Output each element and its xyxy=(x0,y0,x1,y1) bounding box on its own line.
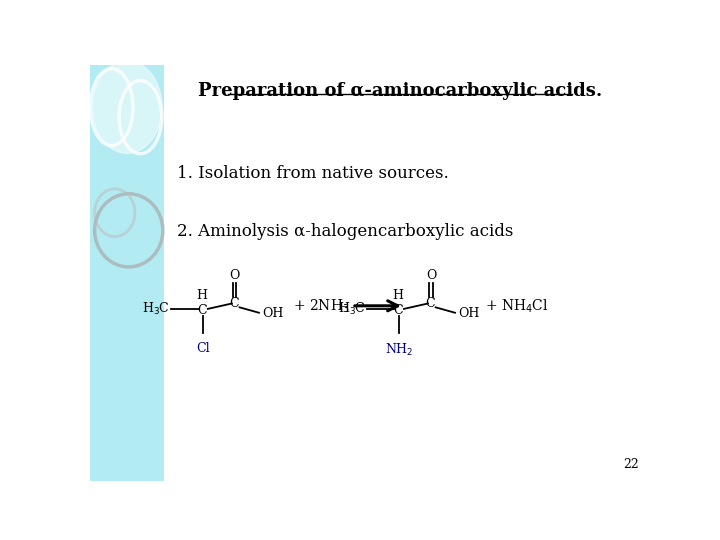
Text: C: C xyxy=(230,297,239,310)
Text: Cl: Cl xyxy=(197,342,210,355)
Ellipse shape xyxy=(92,61,162,153)
Text: Preparation of α-aminocarboxylic acids.: Preparation of α-aminocarboxylic acids. xyxy=(198,82,602,100)
Text: O: O xyxy=(426,269,436,282)
Text: 1. Isolation from native sources.: 1. Isolation from native sources. xyxy=(177,165,449,182)
Text: C: C xyxy=(393,304,402,317)
Text: NH$_2$: NH$_2$ xyxy=(385,342,413,358)
Text: OH: OH xyxy=(458,307,480,320)
Text: 22: 22 xyxy=(623,458,639,471)
Text: 2. Aminolysis α-halogencarboxylic acids: 2. Aminolysis α-halogencarboxylic acids xyxy=(177,222,513,240)
Text: H: H xyxy=(196,289,207,302)
Text: OH: OH xyxy=(262,307,284,320)
Text: + 2NH$_3$: + 2NH$_3$ xyxy=(293,297,350,314)
Text: H$_3$C: H$_3$C xyxy=(142,301,170,317)
Text: C: C xyxy=(426,297,435,310)
Text: C: C xyxy=(197,304,207,317)
Bar xyxy=(90,65,163,481)
Text: O: O xyxy=(230,269,240,282)
Text: H$_3$C: H$_3$C xyxy=(338,301,366,317)
Text: + NH$_4$Cl: + NH$_4$Cl xyxy=(485,297,549,314)
Text: H: H xyxy=(392,289,403,302)
